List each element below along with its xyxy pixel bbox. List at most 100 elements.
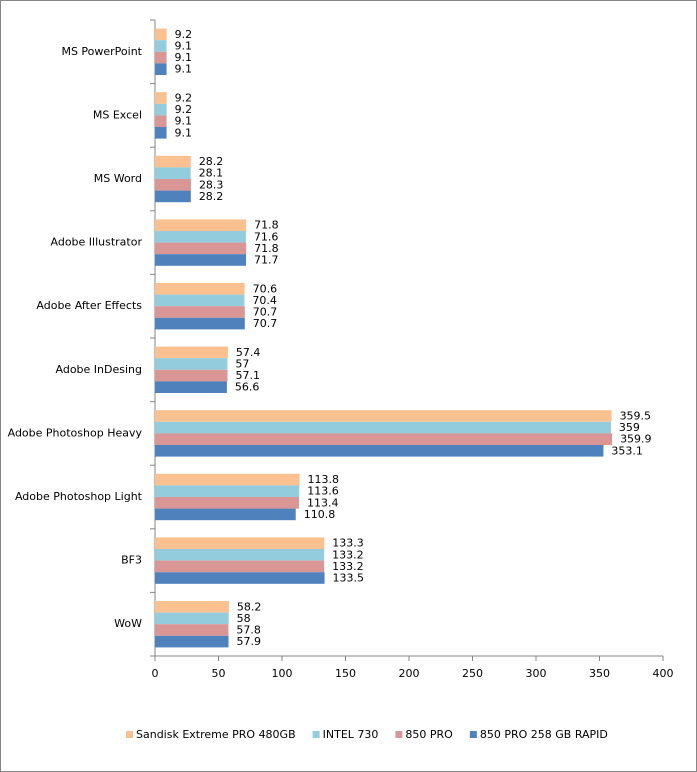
bar bbox=[155, 190, 191, 203]
legend-swatch bbox=[126, 731, 133, 738]
category-label: MS Excel bbox=[93, 108, 142, 121]
value-label: 113.6 bbox=[307, 485, 339, 498]
value-label: 57 bbox=[235, 358, 249, 371]
bar bbox=[155, 306, 245, 318]
value-label: 9.2 bbox=[175, 103, 193, 116]
value-label: 71.6 bbox=[254, 230, 279, 243]
x-tick-label: 150 bbox=[335, 667, 356, 680]
bar bbox=[155, 63, 167, 75]
bar bbox=[155, 127, 167, 139]
bar bbox=[155, 103, 167, 116]
value-label: 9.2 bbox=[175, 92, 193, 105]
bar bbox=[155, 410, 612, 422]
value-label: 9.1 bbox=[175, 126, 193, 139]
value-label: 28.2 bbox=[199, 155, 224, 168]
value-label: 57.4 bbox=[236, 346, 261, 359]
bar bbox=[155, 612, 229, 625]
bar bbox=[155, 219, 247, 231]
x-tick-label: 350 bbox=[589, 667, 610, 680]
bar bbox=[155, 445, 604, 457]
value-label: 28.3 bbox=[199, 178, 224, 191]
legend-label: Sandisk Extreme PRO 480GB bbox=[136, 728, 296, 741]
bar bbox=[155, 485, 300, 497]
bar bbox=[155, 242, 247, 255]
value-label: 9.1 bbox=[175, 63, 193, 76]
value-label: 113.4 bbox=[307, 496, 339, 509]
category-label: MS PowerPoint bbox=[61, 45, 142, 58]
bar bbox=[155, 421, 611, 434]
bar bbox=[155, 560, 325, 573]
x-tick-label: 200 bbox=[399, 667, 420, 680]
category-label: Adobe InDesing bbox=[56, 363, 143, 376]
value-label: 359 bbox=[619, 421, 640, 434]
value-label: 70.7 bbox=[253, 306, 278, 319]
bar bbox=[155, 167, 191, 179]
bar bbox=[155, 346, 228, 359]
bar bbox=[155, 358, 228, 370]
value-label: 9.1 bbox=[175, 51, 193, 64]
x-tick-label: 300 bbox=[526, 667, 547, 680]
category-label: Adobe Photoshop Heavy bbox=[8, 426, 143, 439]
category-label: MS Word bbox=[94, 172, 142, 185]
legend-label: INTEL 730 bbox=[323, 728, 379, 741]
legend-swatch bbox=[469, 731, 477, 738]
legend-label: 850 PRO 258 GB RAPID bbox=[480, 728, 608, 741]
value-label: 9.1 bbox=[175, 115, 193, 128]
bar bbox=[155, 549, 325, 561]
bar bbox=[155, 155, 191, 168]
bar bbox=[155, 51, 167, 64]
value-label: 353.1 bbox=[611, 444, 643, 457]
category-label: WoW bbox=[114, 617, 142, 630]
value-label: 71.8 bbox=[254, 219, 279, 232]
value-label: 57.1 bbox=[236, 369, 261, 382]
category-label: Adobe Photoshop Light bbox=[15, 490, 143, 503]
bar bbox=[155, 231, 246, 243]
bar bbox=[155, 92, 167, 104]
bar bbox=[155, 433, 613, 445]
value-label: 70.7 bbox=[253, 317, 278, 330]
value-label: 71.7 bbox=[254, 254, 279, 267]
bar bbox=[155, 317, 245, 330]
value-label: 28.2 bbox=[199, 190, 224, 203]
value-label: 9.2 bbox=[175, 28, 193, 41]
value-label: 57.8 bbox=[236, 624, 261, 637]
value-label: 70.4 bbox=[252, 294, 277, 307]
value-label: 56.6 bbox=[235, 381, 260, 394]
legend-swatch bbox=[395, 731, 403, 738]
bar bbox=[155, 537, 325, 549]
bar bbox=[155, 294, 245, 307]
x-tick-label: 250 bbox=[462, 667, 483, 680]
value-label: 113.8 bbox=[308, 473, 340, 486]
value-label: 57.9 bbox=[237, 635, 262, 648]
legend-label: 850 PRO bbox=[405, 728, 453, 741]
value-label: 28.1 bbox=[199, 167, 224, 180]
bar bbox=[155, 115, 167, 127]
category-label: Adobe Illustrator bbox=[51, 236, 143, 249]
value-label: 359.9 bbox=[620, 433, 652, 446]
category-label: Adobe After Effects bbox=[36, 299, 142, 312]
legend-swatch bbox=[312, 731, 320, 738]
value-label: 58 bbox=[237, 612, 251, 625]
bar bbox=[155, 283, 245, 295]
bar bbox=[155, 624, 229, 636]
x-tick-label: 0 bbox=[152, 667, 159, 680]
bar bbox=[155, 572, 325, 584]
value-label: 110.8 bbox=[304, 508, 336, 521]
bar bbox=[155, 601, 229, 613]
bar bbox=[155, 40, 167, 52]
bar bbox=[155, 497, 300, 509]
value-label: 133.5 bbox=[333, 572, 365, 585]
bar bbox=[155, 369, 228, 382]
bar bbox=[155, 381, 227, 393]
bar bbox=[155, 508, 296, 521]
value-label: 71.8 bbox=[254, 242, 279, 255]
value-label: 133.3 bbox=[332, 537, 364, 550]
value-label: 133.2 bbox=[332, 560, 364, 573]
value-label: 359.5 bbox=[620, 410, 652, 423]
value-label: 9.1 bbox=[175, 40, 193, 53]
x-tick-label: 100 bbox=[272, 667, 293, 680]
bar bbox=[155, 254, 247, 266]
value-label: 58.2 bbox=[237, 600, 262, 613]
